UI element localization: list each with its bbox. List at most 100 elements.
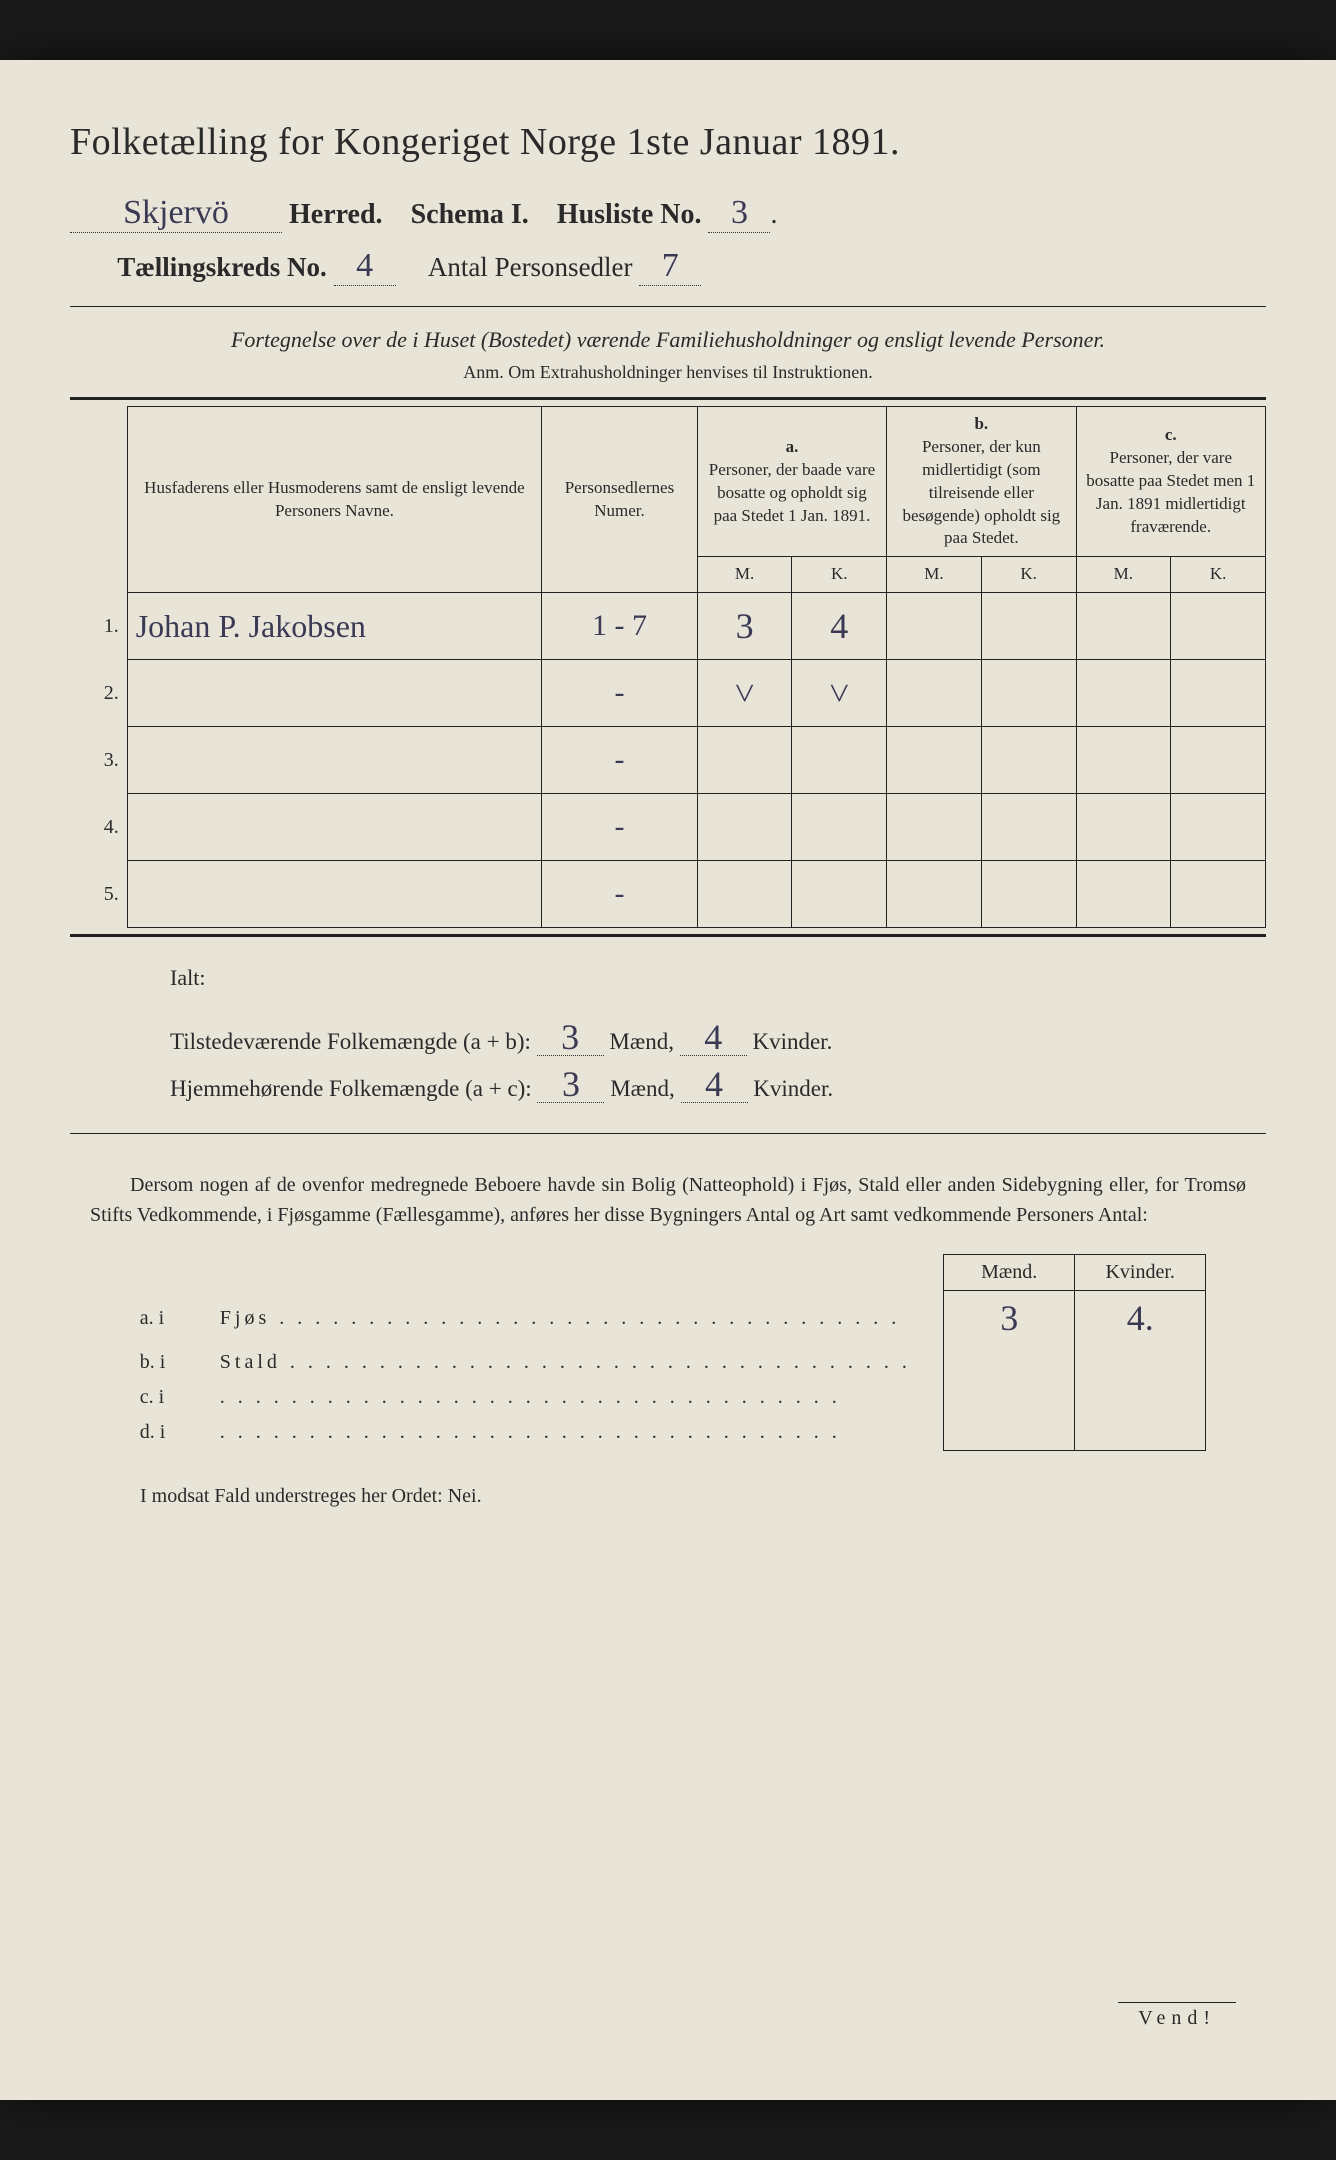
bt-maend: Mænd.: [944, 1255, 1075, 1291]
building-k: [1075, 1345, 1206, 1380]
vend-label: Vend!: [1118, 2002, 1236, 2030]
a-m-cell: [697, 727, 792, 794]
resident-k: 4: [681, 1066, 748, 1103]
b-k-cell: [981, 861, 1076, 928]
main-table: Husfaderens eller Husmoderens samt de en…: [70, 406, 1266, 929]
a-m-cell: ˅: [697, 660, 792, 727]
a-k-cell: 4: [792, 593, 887, 660]
row-number: 4.: [70, 794, 127, 861]
b-k-cell: [981, 727, 1076, 794]
thick-divider-bottom: [70, 934, 1266, 937]
b-k-cell: [981, 660, 1076, 727]
numer-cell: -: [542, 861, 698, 928]
page-title: Folketælling for Kongeriget Norge 1ste J…: [70, 120, 1266, 164]
building-m: 3: [944, 1291, 1075, 1346]
building-k: [1075, 1415, 1206, 1450]
resident-m: 3: [537, 1066, 604, 1103]
row-number: 5.: [70, 861, 127, 928]
herred-value: Skjervö: [70, 194, 282, 233]
tally-resident: Hjemmehørende Folkemængde (a + c): 3 Mæn…: [170, 1066, 1266, 1103]
building-row: c. i . . . . . . . . . . . . . . . . . .…: [130, 1380, 1206, 1415]
building-label: Fjøs . . . . . . . . . . . . . . . . . .…: [210, 1291, 944, 1346]
c-m: M.: [1076, 557, 1171, 593]
b-k-cell: [981, 794, 1076, 861]
numer-cell: -: [542, 727, 698, 794]
building-m: [944, 1415, 1075, 1450]
modsat-line: I modsat Fald understreges her Ordet: Ne…: [140, 1485, 1266, 1508]
tally-present: Tilstedeværende Folkemængde (a + b): 3 M…: [170, 1019, 1266, 1056]
a-m-cell: [697, 861, 792, 928]
numer-cell: -: [542, 794, 698, 861]
c-k-cell: [1171, 660, 1266, 727]
building-label: . . . . . . . . . . . . . . . . . . . . …: [210, 1415, 944, 1450]
name-cell: Johan P. Jakobsen: [127, 593, 541, 660]
header-line-1: Skjervö Herred. Schema I. Husliste No. 3…: [70, 194, 1266, 233]
a-m: M.: [697, 557, 792, 593]
building-row: b. iStald . . . . . . . . . . . . . . . …: [130, 1345, 1206, 1380]
col-b: b. Personer, der kun midlertidigt (som t…: [887, 406, 1076, 557]
b-k-cell: [981, 593, 1076, 660]
a-m-cell: 3: [697, 593, 792, 660]
c-m-cell: [1076, 861, 1171, 928]
building-m: [944, 1380, 1075, 1415]
divider: [70, 306, 1266, 307]
b-m-cell: [887, 861, 982, 928]
table-row: 2.-˅˅: [70, 660, 1266, 727]
building-key: b. i: [130, 1345, 210, 1380]
c-m-cell: [1076, 660, 1171, 727]
name-cell: [127, 660, 541, 727]
subtitle: Fortegnelse over de i Huset (Bostedet) v…: [70, 325, 1266, 356]
husliste-label: Husliste No.: [557, 199, 702, 230]
building-label: Stald . . . . . . . . . . . . . . . . . …: [210, 1345, 944, 1380]
c-k-cell: [1171, 727, 1266, 794]
c-k-cell: [1171, 794, 1266, 861]
building-table: Mænd. Kvinder. a. iFjøs . . . . . . . . …: [130, 1254, 1206, 1451]
a-k-cell: [792, 861, 887, 928]
table-row: 5. -: [70, 861, 1266, 928]
c-k: K.: [1171, 557, 1266, 593]
a-k-cell: [792, 727, 887, 794]
a-k-cell: ˅: [792, 660, 887, 727]
b-m-cell: [887, 593, 982, 660]
building-row: d. i . . . . . . . . . . . . . . . . . .…: [130, 1415, 1206, 1450]
c-k-cell: [1171, 861, 1266, 928]
kreds-no: 4: [334, 247, 396, 286]
b-k: K.: [981, 557, 1076, 593]
b-m: M.: [887, 557, 982, 593]
building-m: [944, 1345, 1075, 1380]
present-k: 4: [680, 1019, 747, 1056]
name-cell: [127, 861, 541, 928]
col-c: c. Personer, der vare bosatte paa Stedet…: [1076, 406, 1265, 557]
husliste-no: 3: [708, 194, 770, 233]
row-number: 1.: [70, 593, 127, 660]
a-k-cell: [792, 794, 887, 861]
table-row: 1.Johan P. Jakobsen1 - 734: [70, 593, 1266, 660]
b-m-cell: [887, 727, 982, 794]
building-row: a. iFjøs . . . . . . . . . . . . . . . .…: [130, 1291, 1206, 1346]
divider: [70, 1133, 1266, 1134]
building-key: d. i: [130, 1415, 210, 1450]
c-k-cell: [1171, 593, 1266, 660]
a-m-cell: [697, 794, 792, 861]
schema-label: Schema I.: [411, 199, 529, 230]
building-paragraph: Dersom nogen af de ovenfor medregnede Be…: [90, 1170, 1246, 1230]
c-m-cell: [1076, 794, 1171, 861]
header-line-2: Tællingskreds No. 4 Antal Personsedler 7: [70, 247, 1266, 286]
numer-cell: -: [542, 660, 698, 727]
census-form-page: Folketælling for Kongeriget Norge 1ste J…: [0, 60, 1336, 2100]
name-cell: [127, 727, 541, 794]
table-row: 4. -: [70, 794, 1266, 861]
building-key: a. i: [130, 1291, 210, 1346]
building-label: . . . . . . . . . . . . . . . . . . . . …: [210, 1380, 944, 1415]
a-k: K.: [792, 557, 887, 593]
c-m-cell: [1076, 727, 1171, 794]
building-k: [1075, 1380, 1206, 1415]
b-m-cell: [887, 794, 982, 861]
row-number: 3.: [70, 727, 127, 794]
present-m: 3: [537, 1019, 604, 1056]
herred-label: Herred.: [289, 199, 383, 230]
annotation: Anm. Om Extrahusholdninger henvises til …: [70, 362, 1266, 383]
row-number: 2.: [70, 660, 127, 727]
c-m-cell: [1076, 593, 1171, 660]
bt-kvinder: Kvinder.: [1075, 1255, 1206, 1291]
